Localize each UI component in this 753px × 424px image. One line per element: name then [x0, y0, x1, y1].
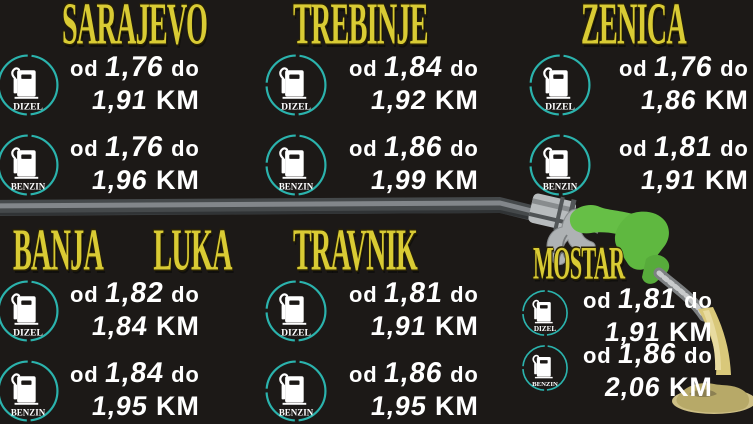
svg-text:BENZIN: BENZIN [11, 181, 46, 191]
svg-text:BENZIN: BENZIN [532, 381, 558, 388]
svg-text:DIZEL: DIZEL [534, 325, 557, 333]
svg-text:BENZIN: BENZIN [11, 407, 46, 417]
svg-text:DIZEL: DIZEL [545, 101, 575, 112]
svg-text:BENZIN: BENZIN [279, 181, 314, 191]
svg-text:BENZIN: BENZIN [543, 181, 578, 191]
svg-text:BENZIN: BENZIN [279, 407, 314, 417]
svg-text:DIZEL: DIZEL [13, 101, 43, 112]
svg-text:DIZEL: DIZEL [13, 327, 43, 338]
svg-text:DIZEL: DIZEL [281, 327, 311, 338]
svg-text:DIZEL: DIZEL [281, 101, 311, 112]
